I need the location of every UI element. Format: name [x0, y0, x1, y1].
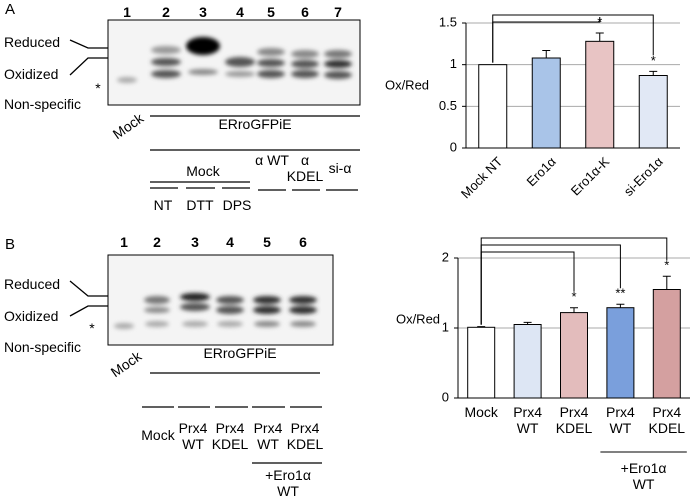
- significance-label: *: [571, 289, 576, 304]
- lane-number: 2: [153, 234, 161, 250]
- bar: [560, 312, 588, 399]
- blot-lines: [69, 280, 322, 464]
- lane-number: 1: [123, 4, 131, 20]
- y-tick-label: 1: [442, 319, 449, 334]
- y-tick-label: 1.5: [439, 14, 457, 29]
- group-label: Mock: [186, 163, 220, 179]
- condition-label: Prx4 KDEL: [211, 420, 249, 452]
- lane-number: 3: [199, 4, 207, 20]
- blot-image: [107, 19, 361, 106]
- x-tick-label: Mock: [464, 404, 498, 420]
- error-bar: [662, 275, 671, 290]
- lane-number: 3: [191, 234, 199, 250]
- significance-bracket: [480, 237, 668, 325]
- y-tick-label: 1: [450, 56, 457, 71]
- condition-label: Prx4 WT: [178, 420, 208, 452]
- error-bar: [542, 50, 551, 58]
- lane-number: 1: [120, 234, 128, 250]
- x-tick-label: si-Ero1α: [621, 154, 666, 199]
- y-axis-label: Ox/Red: [385, 77, 429, 92]
- error-bar: [649, 70, 658, 76]
- bar: [467, 326, 496, 399]
- lane-number: 7: [334, 4, 342, 20]
- error-bar: [595, 32, 604, 42]
- significance-label: *: [664, 258, 669, 273]
- x-tick-label: Ero1α: [523, 154, 559, 190]
- condition-label: DTT: [186, 197, 214, 213]
- nonspecific-mark: *: [95, 80, 101, 96]
- blot-image: [107, 254, 334, 346]
- bar: [606, 307, 635, 399]
- lane-number: 4: [226, 234, 234, 250]
- panel-label: B: [4, 236, 15, 253]
- band-label: Reduced: [4, 276, 61, 292]
- error-bar: [570, 307, 578, 313]
- condition-label: Prx4 KDEL: [286, 420, 324, 452]
- condition-label: Prx4 WT: [253, 420, 283, 452]
- condition-label: si-α: [328, 160, 352, 176]
- x-tick-label: Prx4 KDEL: [555, 404, 593, 436]
- error-bar: [523, 321, 532, 325]
- band-label: Oxidized: [4, 308, 59, 324]
- x-tick-label: Ero1α-K: [568, 154, 613, 199]
- bar: [478, 64, 508, 149]
- group-label: +Ero1α WT: [620, 460, 667, 492]
- condition-label: α WT: [255, 152, 289, 168]
- significance-bracket: [480, 244, 621, 325]
- y-tick-label: 0: [450, 139, 457, 154]
- x-tick-label: Prx4 KDEL: [648, 404, 686, 436]
- band-label: Oxidized: [4, 66, 59, 82]
- significance-label: *: [651, 53, 656, 68]
- condition-label: α KDEL: [286, 152, 324, 184]
- bar: [585, 40, 615, 149]
- lane-number: 6: [299, 234, 307, 250]
- lane-number: 5: [263, 234, 271, 250]
- lane-number: 2: [162, 4, 170, 20]
- error-bar: [616, 303, 625, 308]
- construct-label: ERroGFPiE: [203, 345, 277, 361]
- condition-label: Mock: [141, 427, 175, 443]
- band-label: Non-specific: [4, 339, 82, 355]
- condition-label: NT: [153, 197, 173, 213]
- y-tick-label: 2: [442, 249, 449, 264]
- x-tick-label: Mock NT: [458, 154, 505, 201]
- blot-lines: [69, 39, 360, 191]
- x-tick-label: Prx4 WT: [605, 404, 635, 436]
- y-tick-label: 0: [442, 389, 449, 404]
- bar: [638, 75, 668, 149]
- y-axis-label: Ox/Red: [396, 311, 440, 326]
- significance-label: *: [597, 14, 602, 29]
- y-tick-label: 0.5: [439, 98, 457, 113]
- significance-label: **: [615, 286, 625, 301]
- bar: [513, 324, 542, 399]
- panel-label: A: [4, 1, 15, 18]
- construct-label: ERroGFPiE: [218, 116, 292, 132]
- band-label: Reduced: [4, 34, 61, 50]
- error-bar: [477, 326, 486, 328]
- lane-number: 5: [267, 4, 275, 20]
- band-label: Non-specific: [4, 96, 82, 112]
- lane-number: 6: [301, 4, 309, 20]
- condition-label: DPS: [222, 197, 252, 213]
- nonspecific-mark: *: [89, 320, 95, 336]
- x-tick-label: Prx4 WT: [513, 404, 542, 436]
- bar: [531, 57, 561, 149]
- significance-bracket: [492, 14, 654, 63]
- lane-number: 4: [236, 4, 244, 20]
- bar: [652, 289, 681, 399]
- group-label: +Ero1α WT: [265, 467, 311, 499]
